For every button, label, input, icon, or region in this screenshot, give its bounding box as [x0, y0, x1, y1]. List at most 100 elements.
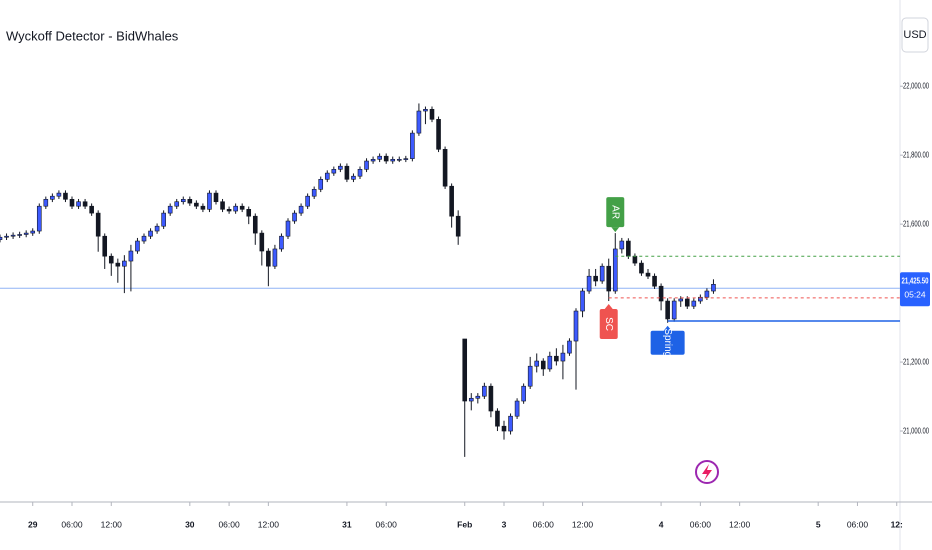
candle-body	[324, 172, 330, 180]
candle	[665, 298, 670, 323]
candle-body	[10, 234, 16, 237]
candle	[475, 393, 481, 404]
candle-body	[678, 298, 684, 302]
candle	[200, 203, 206, 213]
candle	[148, 228, 153, 239]
x-tick-label: 06:00	[690, 519, 712, 529]
candle	[154, 223, 160, 234]
candle-body	[554, 355, 559, 362]
candle-body	[30, 230, 36, 234]
candle-body	[383, 155, 389, 162]
candle-body	[331, 169, 337, 174]
candle-body	[645, 272, 651, 277]
candle	[76, 198, 81, 209]
candle	[364, 158, 369, 173]
candle	[619, 237, 625, 254]
candle-body	[148, 230, 153, 237]
candle-body	[442, 149, 448, 187]
candle	[501, 420, 507, 440]
candle-body	[128, 250, 134, 262]
candle-body	[436, 119, 441, 150]
x-tick-label: 31	[342, 519, 352, 529]
candle	[514, 398, 520, 419]
candle-body	[567, 340, 572, 354]
last-price-box	[900, 272, 930, 307]
candle	[259, 230, 265, 266]
candle-body	[180, 199, 186, 203]
candle-body	[521, 385, 526, 402]
candle-body	[586, 275, 592, 292]
candle-body	[482, 385, 487, 397]
candle	[357, 166, 363, 179]
candle	[226, 206, 232, 214]
candle	[298, 203, 304, 216]
candle	[30, 228, 36, 236]
signal-label: Spring	[662, 328, 673, 357]
candle	[285, 218, 291, 239]
candle	[383, 153, 389, 164]
x-tick-label: 29	[28, 519, 38, 529]
x-tick-label: 5	[816, 519, 821, 529]
candle	[658, 283, 664, 311]
candle	[207, 190, 212, 213]
candle	[521, 383, 526, 404]
candle-body	[619, 240, 625, 250]
candle	[390, 156, 396, 164]
candle-body	[547, 355, 553, 370]
currency-label[interactable]: USD	[903, 29, 926, 41]
candle	[612, 233, 618, 294]
candle	[691, 298, 697, 309]
candle	[220, 198, 225, 213]
signal-pointer	[663, 325, 672, 331]
plot-area: AR SC Spring	[0, 103, 900, 457]
x-tick-label: Feb	[457, 519, 472, 529]
candle	[410, 130, 415, 162]
candle-body	[213, 192, 219, 203]
candle-body	[220, 201, 225, 210]
candle	[462, 338, 468, 457]
candle-body	[338, 165, 343, 170]
signal-badge	[606, 197, 625, 228]
x-tick-label: 30	[185, 519, 195, 529]
candle-body	[266, 250, 271, 267]
candle	[534, 353, 540, 373]
candle-body	[351, 175, 356, 180]
candle-body	[377, 155, 382, 160]
currency-button[interactable]	[901, 17, 929, 53]
candle	[233, 203, 238, 214]
candle-body	[495, 410, 500, 427]
candle	[593, 268, 598, 287]
candle	[266, 248, 271, 287]
candle	[429, 106, 435, 123]
candle	[560, 344, 566, 380]
candle-body	[612, 248, 618, 292]
candle	[56, 190, 62, 199]
x-tick-label: 12:00	[729, 519, 751, 529]
candle	[279, 233, 284, 252]
candle-body	[626, 240, 631, 257]
candle-body	[187, 199, 193, 204]
candle-body	[259, 232, 265, 252]
x-tick-label: 12:00	[101, 519, 123, 529]
candle-body	[141, 235, 147, 242]
candle	[324, 170, 330, 183]
candle-body	[455, 215, 461, 237]
candle-body	[135, 240, 140, 252]
candle-body	[233, 205, 238, 212]
candle-body	[527, 365, 533, 387]
candle	[442, 146, 448, 189]
candle	[671, 298, 677, 322]
candle	[468, 393, 474, 411]
candle-body	[599, 265, 605, 282]
candle	[344, 163, 350, 183]
candle-body	[108, 255, 114, 264]
candle	[508, 413, 513, 435]
candle	[246, 206, 252, 225]
x-tick-label: 12:00	[258, 519, 280, 529]
candle-body	[390, 159, 396, 162]
candle	[36, 203, 42, 234]
candle-body	[69, 199, 75, 207]
candle	[23, 230, 29, 238]
candle-body	[606, 265, 612, 292]
